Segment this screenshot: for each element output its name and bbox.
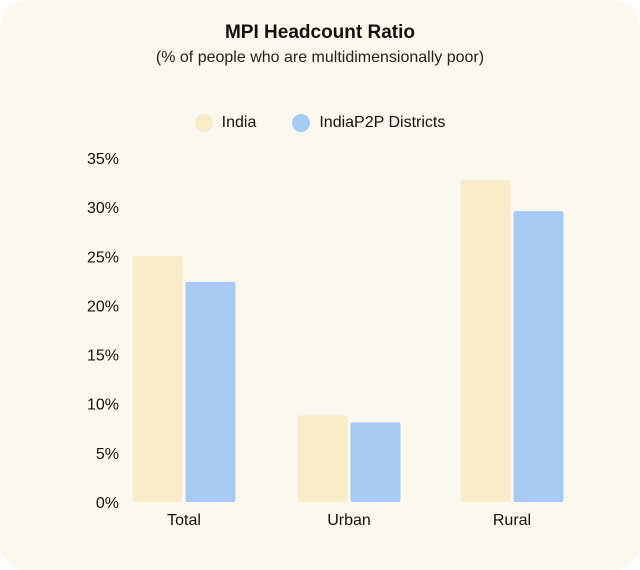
bar-urban-india[interactable] [297, 415, 348, 502]
y-tick-label: 25% [87, 249, 119, 266]
legend-label-indiap2p: IndiaP2P Districts [319, 114, 446, 131]
y-tick-label: 0% [96, 495, 119, 512]
x-axis: Total Urban Rural [167, 512, 531, 529]
y-tick-label: 30% [87, 200, 119, 217]
bars [132, 179, 564, 502]
legend-label-india: India [221, 114, 257, 131]
bar-rural-indiap2p[interactable] [513, 211, 564, 502]
chart-title: MPI Headcount Ratio [224, 22, 415, 43]
legend-item-india[interactable]: India [194, 114, 257, 132]
y-tick-label: 10% [87, 397, 119, 414]
y-axis: 0% 5% 10% 15% 20% 25% 30% 35% [87, 151, 119, 512]
chart-subtitle: (% of people who are multidimensionally … [155, 49, 485, 66]
bar-total-indiap2p[interactable] [185, 281, 236, 502]
y-tick-label: 5% [96, 446, 119, 463]
legend-swatch-indiap2p [292, 114, 311, 132]
y-tick-label: 35% [87, 151, 119, 168]
x-tick-label-rural: Rural [493, 512, 531, 529]
legend-item-indiap2p[interactable]: IndiaP2P Districts [292, 114, 445, 132]
bar-rural-india[interactable] [460, 179, 511, 502]
legend-swatch-india [194, 114, 213, 132]
y-tick-label: 20% [87, 298, 119, 315]
legend: India IndiaP2P Districts [0, 114, 640, 132]
y-tick-label: 15% [87, 348, 119, 365]
bar-urban-indiap2p[interactable] [350, 422, 401, 502]
x-tick-label-total: Total [167, 512, 201, 529]
x-tick-label-urban: Urban [327, 512, 371, 529]
bar-total-india[interactable] [132, 256, 183, 502]
